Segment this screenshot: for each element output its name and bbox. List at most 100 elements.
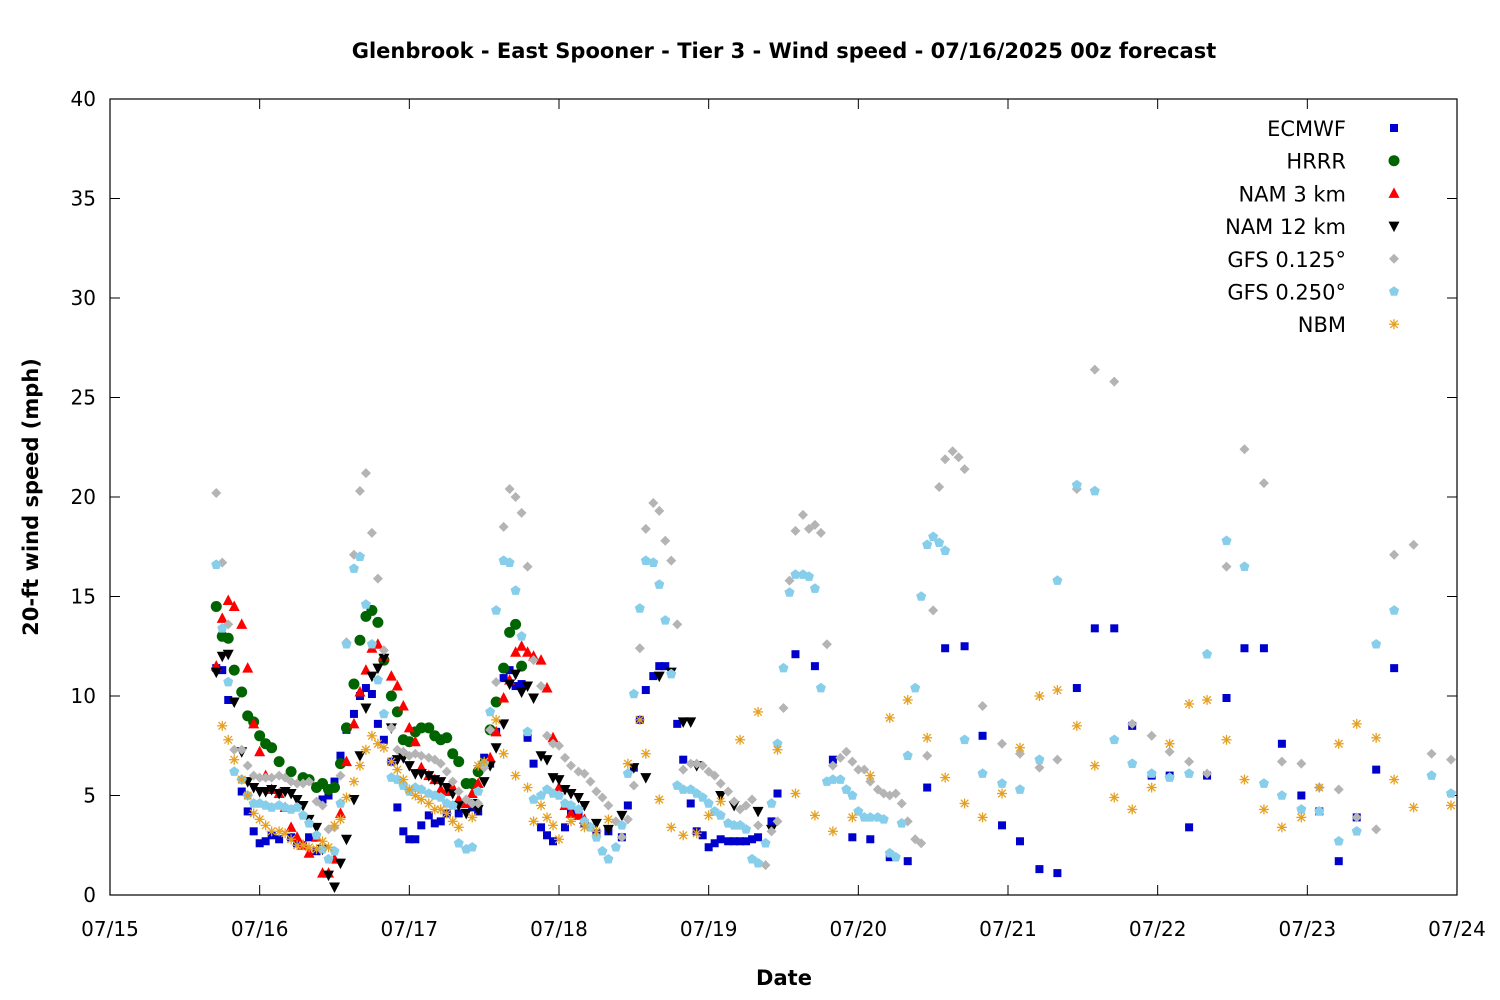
- data-point: [303, 847, 315, 858]
- data-point: [1389, 774, 1400, 785]
- data-point: [865, 776, 876, 787]
- data-point: [498, 521, 509, 532]
- data-point: [454, 809, 463, 818]
- data-point: [329, 882, 340, 894]
- data-point: [953, 452, 964, 463]
- data-point: [491, 605, 502, 615]
- data-point: [411, 835, 420, 844]
- data-point: [791, 650, 800, 659]
- data-point: [453, 837, 464, 848]
- data-point: [1071, 479, 1082, 490]
- data-point: [399, 827, 408, 836]
- data-point: [311, 822, 323, 834]
- data-point: [435, 758, 446, 769]
- data-point: [1258, 478, 1269, 489]
- data-point: [317, 800, 328, 811]
- data-point: [922, 539, 933, 550]
- data-point: [311, 830, 322, 840]
- data-point: [1333, 835, 1344, 846]
- data-point: [579, 768, 590, 779]
- data-point: [210, 600, 222, 612]
- data-point: [1071, 720, 1082, 731]
- data-point: [928, 605, 939, 616]
- legend-item-nam-12-km: NAM 12 km: [1225, 215, 1400, 239]
- data-point: [435, 783, 447, 795]
- data-point: [1109, 734, 1120, 745]
- data-point: [385, 670, 397, 681]
- data-point: [940, 545, 951, 556]
- data-point: [729, 796, 740, 807]
- data-point: [260, 787, 272, 798]
- data-point: [778, 662, 789, 673]
- data-point: [640, 523, 651, 534]
- data-point: [591, 786, 602, 797]
- data-point: [317, 836, 328, 847]
- data-point: [865, 770, 876, 781]
- data-point: [211, 559, 222, 569]
- data-point: [323, 842, 334, 853]
- data-point: [579, 816, 590, 826]
- data-point: [1372, 765, 1381, 774]
- data-point: [736, 837, 745, 846]
- data-point: [603, 853, 614, 864]
- data-point: [941, 644, 950, 653]
- data-point: [1014, 742, 1025, 753]
- x-tick-label: 07/24: [1428, 917, 1486, 941]
- data-point: [1333, 784, 1344, 795]
- data-point: [715, 810, 726, 820]
- data-point: [266, 772, 277, 783]
- data-point: [616, 810, 628, 822]
- data-point: [528, 693, 540, 704]
- data-point: [1351, 812, 1362, 823]
- data-point: [1202, 648, 1213, 659]
- data-point: [977, 700, 988, 711]
- data-point: [536, 681, 547, 692]
- data-point: [841, 746, 852, 757]
- data-point: [934, 537, 945, 548]
- data-point: [516, 507, 527, 518]
- data-point: [685, 758, 696, 769]
- data-point: [378, 708, 389, 719]
- data-point: [1445, 788, 1457, 798]
- data-point: [348, 563, 359, 573]
- data-point: [748, 835, 757, 844]
- data-point: [217, 720, 228, 731]
- data-point: [249, 827, 258, 836]
- data-point: [467, 798, 478, 809]
- data-point: [528, 794, 539, 804]
- data-point: [243, 807, 252, 816]
- data-point: [516, 660, 528, 672]
- data-point: [385, 690, 397, 702]
- data-point: [547, 731, 559, 743]
- data-point: [959, 464, 970, 475]
- data-point: [335, 814, 346, 825]
- data-point: [542, 730, 553, 741]
- data-point: [334, 807, 346, 818]
- data-point: [522, 681, 534, 693]
- data-point: [559, 752, 570, 763]
- data-point: [997, 738, 1008, 749]
- data-point: [597, 792, 608, 803]
- data-point: [603, 800, 614, 811]
- data-point: [1146, 768, 1157, 778]
- data-point: [710, 839, 719, 848]
- data-point: [398, 774, 409, 785]
- data-point: [666, 822, 677, 833]
- data-point: [866, 835, 875, 844]
- data-point: [510, 669, 522, 681]
- data-point: [724, 837, 733, 846]
- data-point: [565, 789, 577, 800]
- y-tick-label: 35: [71, 187, 96, 211]
- data-point: [760, 837, 771, 848]
- data-point: [1052, 754, 1063, 765]
- data-point: [709, 770, 720, 781]
- data-point: [640, 773, 652, 784]
- data-point: [379, 735, 388, 744]
- data-point: [273, 756, 285, 768]
- data-point: [622, 814, 633, 825]
- data-point: [372, 616, 384, 628]
- data-point: [773, 789, 782, 798]
- data-point: [354, 551, 365, 561]
- data-point: [479, 756, 490, 767]
